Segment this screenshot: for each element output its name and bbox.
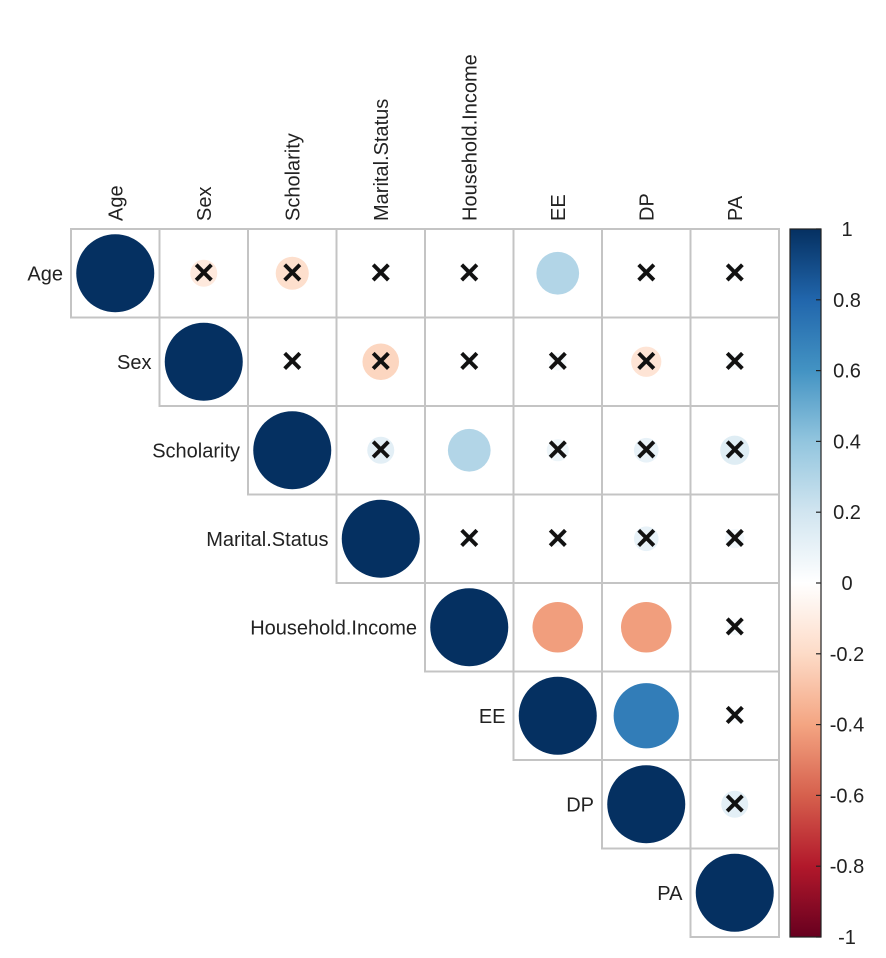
- correlation-circles: [76, 234, 774, 932]
- row-label-Sex: Sex: [117, 352, 151, 374]
- colorbar-tick-label: 0.6: [833, 361, 861, 383]
- corr-circle-Scholarity-PA: [720, 435, 750, 465]
- corr-circle-DP-DP: [607, 765, 686, 844]
- corr-circle-Scholarity-DP: [633, 437, 659, 463]
- insignificance-markers: × × × × × × × × × × × × × × × × × × × × × × ×: [193, 251, 745, 823]
- colorbar-gradient: [789, 228, 822, 938]
- column-label-DP: DP: [636, 193, 658, 221]
- column-labels: Age Sex Scholarity Marital.Status Household.…: [105, 54, 747, 221]
- corr-circle-Sex-Marital.Status: [362, 343, 400, 381]
- corr-circle-Household.Income-Household.Income: [430, 588, 509, 667]
- colorbar-tick-label: -0.4: [830, 715, 864, 737]
- insignificant-marker-Age-Sex: ×: [193, 251, 214, 292]
- insignificant-marker-Age-Household.Income: ×: [459, 251, 480, 292]
- corr-circle-Sex-EE: [549, 353, 567, 371]
- corr-circle-Age-Household.Income: [462, 266, 476, 280]
- corr-circle-Scholarity-EE: [546, 439, 569, 462]
- corr-circle-Age-Sex: [190, 259, 218, 287]
- insignificant-marker-Age-PA: ×: [724, 251, 745, 292]
- corr-circle-EE-EE: [518, 676, 597, 755]
- row-labels: Age Sex Scholarity Marital.Status Household.…: [27, 263, 683, 905]
- corr-circle-Sex-PA: [726, 353, 743, 370]
- colorbar-tick-label: 0.2: [833, 502, 861, 524]
- corr-circle-Marital.Status-EE: [549, 530, 566, 547]
- row-label-Household.Income: Household.Income: [250, 617, 417, 639]
- insignificant-marker-Scholarity-DP: ×: [636, 428, 657, 469]
- insignificant-marker-Sex-DP: ×: [636, 340, 657, 381]
- colorbar-tick-label: -0.6: [830, 785, 864, 807]
- colorbar-tick-label: -0.2: [830, 644, 864, 666]
- corr-circle-Household.Income-EE: [532, 601, 584, 653]
- colorbar-tick-label: -0.8: [830, 856, 864, 878]
- row-label-Scholarity: Scholarity: [152, 440, 240, 462]
- corr-circle-Age-Scholarity: [275, 256, 309, 290]
- insignificant-marker-Sex-Household.Income: ×: [459, 340, 480, 381]
- corr-circle-Age-Age: [76, 234, 155, 313]
- insignificant-marker-Sex-Marital.Status: ×: [370, 340, 391, 381]
- corr-circle-Marital.Status-PA: [725, 529, 745, 549]
- insignificant-marker-Age-Scholarity: ×: [282, 251, 303, 292]
- insignificant-marker-Marital.Status-Household.Income: ×: [459, 517, 480, 558]
- row-label-Marital.Status: Marital.Status: [206, 529, 328, 551]
- corr-circle-Sex-Scholarity: [286, 356, 298, 368]
- corr-circle-Scholarity-Marital.Status: [367, 436, 395, 464]
- insignificant-marker-Sex-PA: ×: [724, 340, 745, 381]
- insignificant-marker-Scholarity-PA: ×: [724, 428, 745, 469]
- insignificant-marker-DP-PA: ×: [724, 782, 745, 823]
- insignificant-marker-Scholarity-Marital.Status: ×: [370, 428, 391, 469]
- column-label-Scholarity: Scholarity: [282, 133, 304, 221]
- corr-circle-Sex-Sex: [164, 322, 243, 401]
- column-label-Marital.Status: Marital.Status: [371, 99, 393, 221]
- matrix-cell-Sex-DP: [601, 316, 692, 407]
- row-label-EE: EE: [479, 706, 506, 728]
- corr-circle-EE-DP: [613, 683, 679, 749]
- insignificant-marker-Sex-EE: ×: [547, 340, 568, 381]
- colorbar-tick-label: -1: [838, 927, 856, 949]
- corr-circle-Age-PA: [728, 266, 742, 280]
- corr-circle-EE-PA: [728, 709, 742, 723]
- column-label-Household.Income: Household.Income: [459, 54, 481, 221]
- row-label-Age: Age: [27, 263, 63, 285]
- corr-circle-Sex-DP: [631, 346, 662, 377]
- colorbar: 1 0.8 0.6 0.4 0.2 0 -0.2 -0.4 -0.6 -0.8 -1: [789, 219, 864, 949]
- corr-circle-Scholarity-Household.Income: [447, 428, 491, 472]
- corr-circle-PA-PA: [695, 853, 774, 932]
- column-label-Age: Age: [105, 185, 127, 221]
- colorbar-tick-label: 0: [841, 573, 852, 595]
- corr-circle-Age-DP: [640, 267, 652, 279]
- corr-circle-DP-PA: [721, 790, 749, 818]
- corr-circle-Household.Income-PA: [726, 619, 743, 636]
- corr-circle-Scholarity-Scholarity: [253, 411, 332, 490]
- corr-circle-Age-EE: [536, 251, 580, 295]
- insignificant-marker-Sex-Scholarity: ×: [282, 340, 303, 381]
- column-label-EE: EE: [548, 194, 570, 221]
- colorbar-tick-label: 1: [841, 219, 852, 241]
- matrix-cell-Age-PA: [689, 228, 780, 319]
- insignificant-marker-Age-DP: ×: [636, 251, 657, 292]
- column-label-Sex: Sex: [194, 187, 216, 221]
- row-label-DP: DP: [566, 794, 594, 816]
- insignificant-marker-Household.Income-PA: ×: [724, 605, 745, 646]
- colorbar-tick-label: 0.4: [833, 431, 861, 453]
- corr-circle-Marital.Status-Marital.Status: [341, 499, 420, 578]
- insignificant-marker-Marital.Status-DP: ×: [636, 517, 657, 558]
- corr-circle-Marital.Status-Household.Income: [462, 532, 476, 546]
- row-label-PA: PA: [657, 883, 683, 905]
- insignificant-marker-Age-Marital.Status: ×: [370, 251, 391, 292]
- colorbar-tick-label: 0.8: [833, 290, 861, 312]
- insignificant-marker-Marital.Status-PA: ×: [724, 517, 745, 558]
- insignificant-marker-Scholarity-EE: ×: [547, 428, 568, 469]
- column-label-PA: PA: [725, 195, 747, 221]
- insignificant-marker-Marital.Status-EE: ×: [547, 517, 568, 558]
- corr-circle-Household.Income-DP: [620, 601, 672, 653]
- corr-circle-Marital.Status-DP: [633, 526, 659, 552]
- insignificant-marker-EE-PA: ×: [724, 694, 745, 735]
- corr-circle-Age-Marital.Status: [375, 267, 387, 279]
- corr-circle-Sex-Household.Income: [462, 355, 476, 369]
